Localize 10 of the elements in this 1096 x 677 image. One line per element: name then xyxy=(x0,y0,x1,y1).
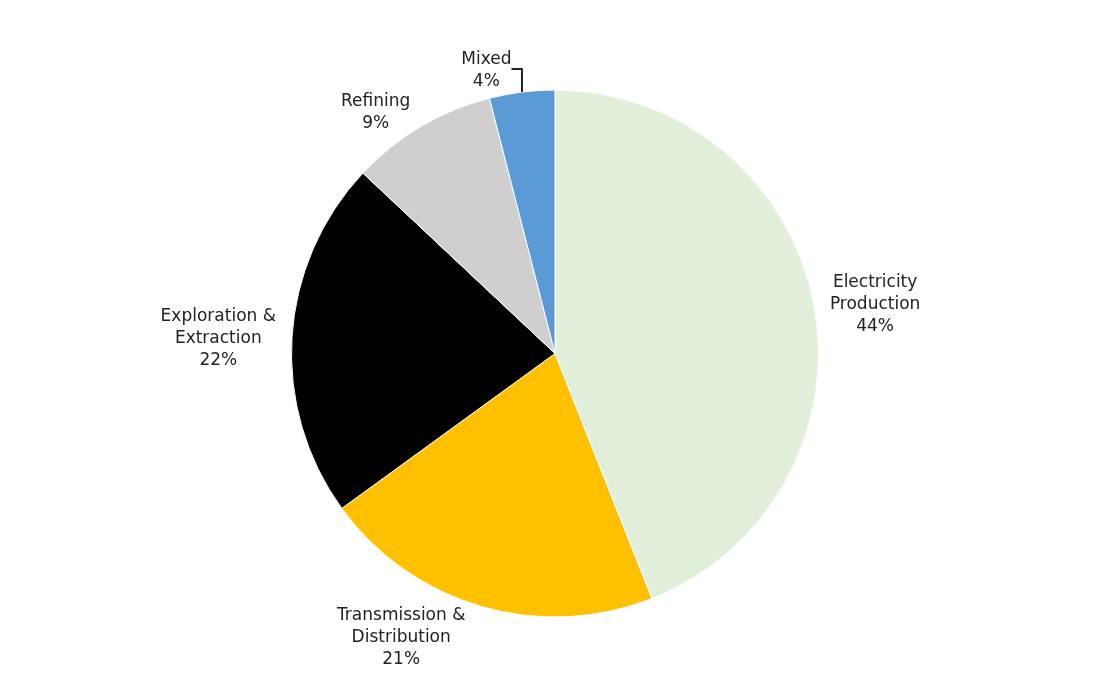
data-label: 22% xyxy=(199,348,238,369)
data-label: 9% xyxy=(362,112,390,133)
slice-label: Refining xyxy=(341,90,411,111)
data-label: 4% xyxy=(472,70,500,91)
slice-label: Exploration & Extraction xyxy=(160,304,276,347)
slice-label: Mixed xyxy=(461,47,512,68)
slice-label: Transmission & Distribution xyxy=(335,604,466,647)
data-label: 44% xyxy=(856,315,895,336)
data-label: 21% xyxy=(382,648,421,669)
slice-label: Electricity Production xyxy=(829,270,921,313)
